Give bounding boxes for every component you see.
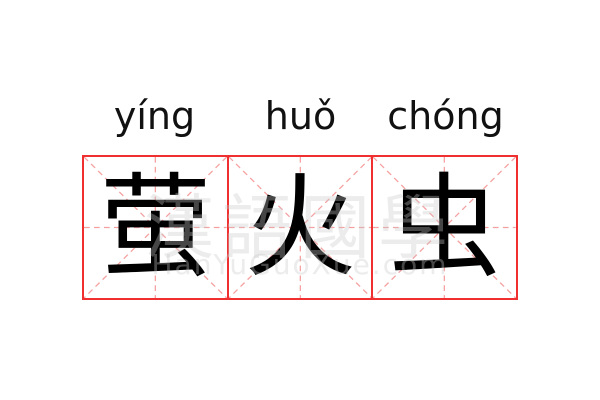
pinyin-2: huǒ bbox=[264, 94, 337, 138]
grid-guides bbox=[84, 157, 227, 298]
character: 虫 bbox=[388, 162, 501, 293]
character: 火 bbox=[244, 162, 356, 293]
pinyin-3: chóng bbox=[387, 94, 504, 138]
character-cell: 火 bbox=[226, 157, 372, 298]
character-cell: 萤 bbox=[84, 157, 227, 298]
pinyin-1: yíng bbox=[113, 94, 196, 138]
grid-guides bbox=[373, 157, 517, 298]
grid-guides bbox=[228, 157, 372, 298]
character-grid: 萤 火 虫 bbox=[82, 155, 518, 300]
character-cell: 虫 bbox=[371, 157, 517, 298]
character: 萤 bbox=[99, 162, 212, 293]
